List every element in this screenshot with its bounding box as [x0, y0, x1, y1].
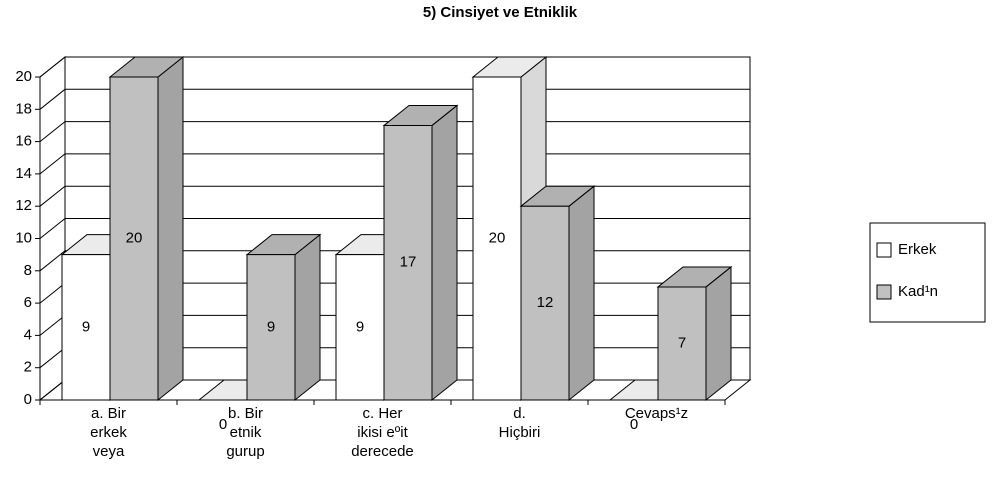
- bar-front: [657, 286, 707, 401]
- y-tick-label: 16: [15, 133, 32, 150]
- data-label: 7: [678, 334, 686, 351]
- y-tick-label: 20: [15, 68, 32, 85]
- data-label: 9: [356, 318, 364, 335]
- bar-front: [109, 76, 159, 401]
- x-tick-label: Cevaps¹z: [624, 405, 689, 422]
- x-tick-label: b. Bir etnik gurup: [226, 405, 265, 460]
- bar: [519, 185, 596, 402]
- y-tick-label: 2: [24, 359, 32, 376]
- bar: [245, 233, 322, 402]
- chart-title: 5) Cinsiyet ve Etniklik: [423, 4, 578, 21]
- bar-front: [520, 205, 570, 401]
- data-label: 12: [537, 294, 554, 311]
- y-tick-label: 6: [24, 294, 32, 311]
- bar: [656, 265, 733, 402]
- data-label: 20: [126, 229, 143, 246]
- data-label: 17: [400, 254, 417, 271]
- legend-swatch: [876, 284, 892, 300]
- y-tick-label: 0: [24, 391, 32, 408]
- y-tick-label: 8: [24, 262, 32, 279]
- data-label: 9: [267, 318, 275, 335]
- bar-front: [246, 254, 296, 401]
- bar-side: [294, 233, 321, 402]
- legend-swatch: [876, 242, 892, 258]
- legend-label: Kad¹n: [898, 283, 938, 300]
- bar: [382, 104, 459, 402]
- y-tick-label: 14: [15, 165, 32, 182]
- bar-front: [383, 124, 433, 401]
- data-label: 20: [489, 229, 506, 246]
- bar-side: [431, 104, 458, 402]
- data-label: 9: [82, 318, 90, 335]
- legend-box: [869, 222, 986, 323]
- data-label: 0: [630, 416, 638, 433]
- bar-side: [157, 55, 184, 402]
- data-label: 0: [219, 416, 227, 433]
- bar-side: [705, 265, 732, 402]
- bar-side: [568, 185, 595, 402]
- legend-label: Erkek: [898, 241, 937, 258]
- x-tick-label: d. Hiçbiri: [498, 405, 541, 441]
- y-tick-label: 12: [15, 197, 32, 214]
- y-tick-label: 18: [15, 100, 32, 117]
- x-tick-label: c. Her ikisi eºit derecede: [351, 405, 414, 460]
- y-tick-label: 10: [15, 229, 32, 246]
- x-tick-label: a. Bir erkek veya: [90, 405, 127, 460]
- bar: [108, 55, 185, 402]
- y-tick-label: 4: [24, 326, 32, 343]
